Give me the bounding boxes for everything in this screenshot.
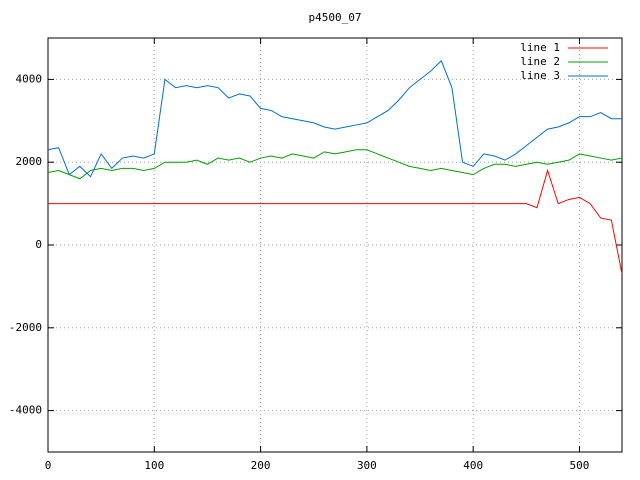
- y-tick-label: -4000: [9, 404, 42, 417]
- x-tick-label: 0: [45, 459, 52, 472]
- legend-label: line 1: [520, 41, 560, 54]
- chart-title: p4500_07: [309, 11, 362, 24]
- plot-frame: [47, 37, 623, 453]
- y-tick-label: -2000: [9, 321, 42, 334]
- x-tick-label: 300: [357, 459, 377, 472]
- legend-label: line 2: [520, 55, 560, 68]
- legend-label: line 3: [520, 69, 560, 82]
- x-tick-label: 500: [570, 459, 590, 472]
- y-tick-label: 0: [35, 238, 42, 251]
- data-line: [48, 168, 623, 275]
- data-line: [47, 59, 622, 178]
- data-line: [47, 149, 623, 180]
- y-tick-label: 2000: [16, 155, 43, 168]
- x-tick-label: 200: [251, 459, 271, 472]
- y-tick-label: 4000: [16, 72, 43, 85]
- x-tick-label: 400: [463, 459, 483, 472]
- x-tick-label: 100: [144, 459, 164, 472]
